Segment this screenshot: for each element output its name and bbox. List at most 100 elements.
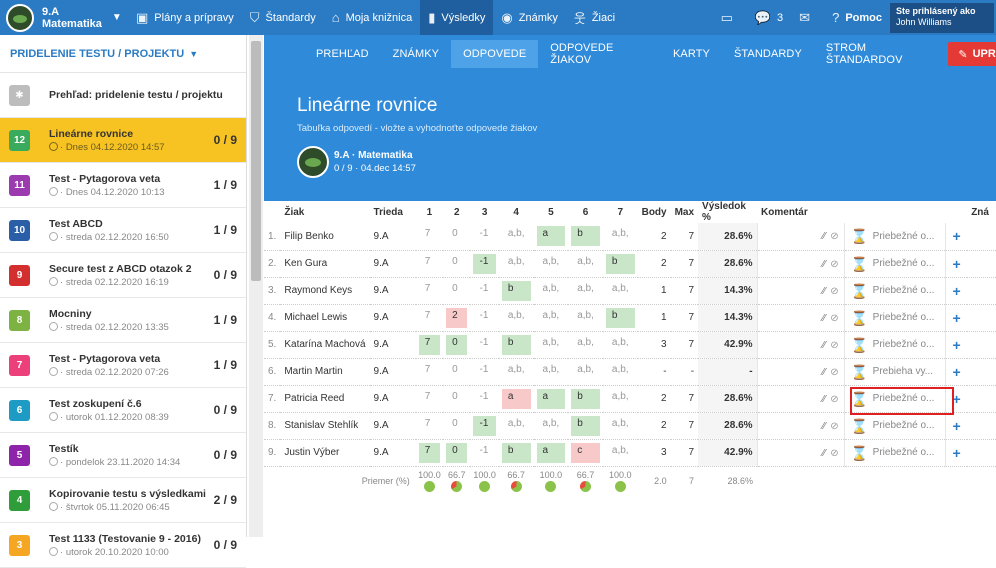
status-cell[interactable]: ⌛ Priebežné o... xyxy=(844,439,946,467)
sidebar-item-test[interactable]: 8 Mocniny · streda 02.12.2020 13:35 1 / … xyxy=(0,298,246,343)
answer-cell[interactable]: 7 xyxy=(415,331,444,359)
status-cell[interactable]: ⌛ Priebežné o... xyxy=(844,250,946,278)
answer-cell[interactable]: a,b, xyxy=(533,250,569,278)
answer-cell[interactable]: -1 xyxy=(470,331,499,359)
answer-cell[interactable]: a,b, xyxy=(602,412,638,440)
answer-cell[interactable]: 7 xyxy=(415,412,444,440)
attachment-icon[interactable]: ⊘ xyxy=(830,258,839,270)
answer-cell[interactable]: a,b, xyxy=(533,277,569,305)
comment-field[interactable]: ⁄⁄ ⊘ xyxy=(756,358,845,386)
answer-cell[interactable]: a,b, xyxy=(498,304,534,332)
tab-1[interactable]: ZNÁMKY xyxy=(392,48,440,60)
nav-plans[interactable]: ▣ Plány a prípravy xyxy=(128,0,242,35)
answer-cell[interactable]: a,b, xyxy=(602,223,638,251)
edit-button[interactable]: ✎ UPRAVIŤ xyxy=(948,42,996,66)
nav-results[interactable]: ▮ Výsledky xyxy=(420,0,494,35)
answer-cell[interactable]: 7 xyxy=(415,385,444,413)
answer-cell[interactable]: a,b, xyxy=(568,331,603,359)
answer-cell[interactable]: 0 xyxy=(443,223,471,251)
nav-students[interactable]: 웃 Žiaci xyxy=(566,0,623,35)
attachment-icon[interactable]: ⊘ xyxy=(830,393,839,405)
sidebar-item-test[interactable]: 3 Test 1133 (Testovanie 9 - 2016) · utor… xyxy=(0,523,246,568)
tab-6[interactable]: STROM ŠTANDARDOV xyxy=(825,42,903,66)
sidebar-item-test[interactable]: 7 Test - Pytagorova veta · streda 02.12.… xyxy=(0,343,246,388)
answer-cell[interactable]: 0 xyxy=(443,358,471,386)
attachment-icon[interactable]: ⊘ xyxy=(830,312,839,324)
answer-cell[interactable]: 7 xyxy=(415,277,444,305)
comment-field[interactable]: ⁄⁄ ⊘ xyxy=(756,223,845,251)
answer-cell[interactable]: 7 xyxy=(415,223,444,251)
attachment-icon[interactable]: ⊘ xyxy=(830,366,839,378)
nav-library[interactable]: ⌂ Moja knižnica xyxy=(324,0,421,35)
comment-field[interactable]: ⁄⁄ ⊘ xyxy=(756,331,845,359)
status-cell[interactable]: ⌛ Priebežné o... xyxy=(844,223,946,251)
answer-cell[interactable]: 7 xyxy=(415,250,444,278)
add-button[interactable]: + xyxy=(945,304,968,332)
comment-field[interactable]: ⁄⁄ ⊘ xyxy=(756,250,845,278)
add-button[interactable]: + xyxy=(945,250,968,278)
attachment-icon[interactable]: ⊘ xyxy=(830,447,839,459)
add-button[interactable]: + xyxy=(945,358,968,386)
answer-cell[interactable]: 0 xyxy=(443,385,471,413)
answer-cell[interactable]: a,b, xyxy=(498,223,534,251)
answer-cell[interactable]: -1 xyxy=(470,304,499,332)
comment-field[interactable]: ⁄⁄ ⊘ xyxy=(756,385,845,413)
answer-cell[interactable]: c xyxy=(568,439,603,467)
attachment-icon[interactable]: ⊘ xyxy=(830,339,839,351)
answer-cell[interactable]: 0 xyxy=(443,439,471,467)
comment-field[interactable]: ⁄⁄ ⊘ xyxy=(756,439,845,467)
sidebar-item-test[interactable]: 9 Secure test z ABCD otazok 2 · streda 0… xyxy=(0,253,246,298)
answer-cell[interactable]: a,b, xyxy=(602,385,638,413)
status-cell[interactable]: ⌛ Priebežné o... xyxy=(844,304,946,332)
sidebar-item-test[interactable]: 5 Testík · pondelok 23.11.2020 14:34 0 /… xyxy=(0,433,246,478)
nav-standards[interactable]: ⛉ Štandardy xyxy=(242,0,324,35)
sidebar-scrollbar[interactable] xyxy=(249,35,263,537)
answer-cell[interactable]: a,b, xyxy=(533,304,569,332)
answer-cell[interactable]: a,b, xyxy=(602,439,638,467)
comment-field[interactable]: ⁄⁄ ⊘ xyxy=(756,304,845,332)
sidebar-item-test[interactable]: 6 Test zoskupení č.6 · utorok 01.12.2020… xyxy=(0,388,246,433)
status-cell[interactable]: ⌛ Priebežné o... xyxy=(844,331,946,359)
edit-icon[interactable]: ⁄⁄ xyxy=(822,420,826,432)
answer-cell[interactable]: a xyxy=(533,439,569,467)
answer-cell[interactable]: -1 xyxy=(470,439,499,467)
answer-cell[interactable]: a xyxy=(498,385,534,413)
answer-cell[interactable]: a,b, xyxy=(602,331,638,359)
comment-field[interactable]: ⁄⁄ ⊘ xyxy=(756,277,845,305)
class-switcher[interactable]: 9.A Matematika ▼ xyxy=(0,0,128,35)
answer-cell[interactable]: b xyxy=(498,331,534,359)
answer-cell[interactable]: a,b, xyxy=(498,250,534,278)
answer-cell[interactable]: a,b, xyxy=(533,412,569,440)
edit-icon[interactable]: ⁄⁄ xyxy=(822,447,826,459)
answer-cell[interactable]: a,b, xyxy=(568,304,603,332)
answer-cell[interactable]: 7 xyxy=(415,304,444,332)
edit-icon[interactable]: ⁄⁄ xyxy=(822,258,826,270)
answer-cell[interactable]: a,b, xyxy=(602,277,638,305)
sidebar-item-overview[interactable]: ✱ Prehľad: pridelenie testu / projektu xyxy=(0,73,246,118)
edit-icon[interactable]: ⁄⁄ xyxy=(822,285,826,297)
answer-cell[interactable]: a,b, xyxy=(533,331,569,359)
answer-cell[interactable]: -1 xyxy=(470,412,499,440)
comment-field[interactable]: ⁄⁄ ⊘ xyxy=(756,412,845,440)
answer-cell[interactable]: a,b, xyxy=(498,358,534,386)
tab-2[interactable]: ODPOVEDE xyxy=(451,40,539,68)
answer-cell[interactable]: 0 xyxy=(443,277,471,305)
answer-cell[interactable]: b xyxy=(602,250,638,278)
answer-cell[interactable]: a xyxy=(533,223,569,251)
add-button[interactable]: + xyxy=(945,277,968,305)
attachment-icon[interactable]: ⊘ xyxy=(830,420,839,432)
answer-cell[interactable]: a,b, xyxy=(498,412,534,440)
sidebar-item-test[interactable]: 11 Test - Pytagorova veta · Dnes 04.12.2… xyxy=(0,163,246,208)
answer-cell[interactable]: b xyxy=(498,277,534,305)
attachment-icon[interactable]: ⊘ xyxy=(830,231,839,242)
answer-cell[interactable]: a xyxy=(533,385,569,413)
help-button[interactable]: ? Pomoc xyxy=(824,0,890,35)
answer-cell[interactable]: -1 xyxy=(470,385,499,413)
answer-cell[interactable]: a,b, xyxy=(568,250,603,278)
attachment-icon[interactable]: ⊘ xyxy=(830,285,839,297)
edit-icon[interactable]: ⁄⁄ xyxy=(822,231,826,242)
cast-button[interactable]: ▭ xyxy=(713,0,747,35)
add-button[interactable]: + xyxy=(945,331,968,359)
user-menu[interactable]: Ste prihlásený ako John Williams xyxy=(890,2,994,33)
tab-3[interactable]: ODPOVEDE ŽIAKOV xyxy=(550,42,614,66)
